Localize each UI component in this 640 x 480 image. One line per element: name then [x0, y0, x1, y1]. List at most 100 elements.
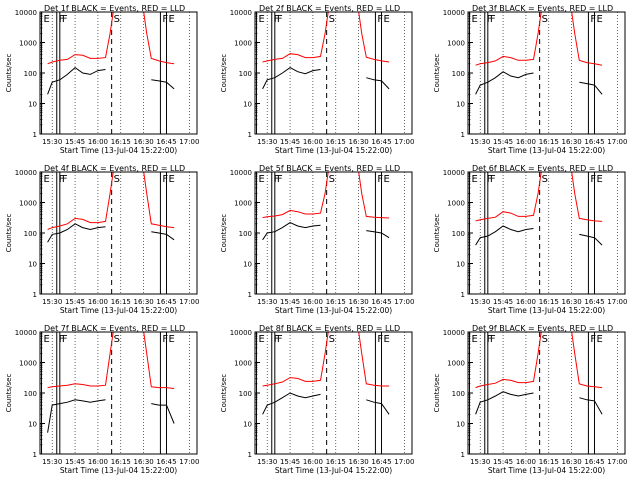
y-tick-label: 100	[24, 70, 37, 78]
marker-label: S	[114, 334, 120, 345]
x-tick-label: 15:30	[42, 138, 62, 146]
y-tick-label: 1	[461, 131, 465, 139]
y-tick-label: 10	[28, 261, 37, 269]
marker-label: F	[62, 14, 68, 25]
y-axis-label: Counts/sec	[5, 214, 13, 253]
x-tick-label: 15:30	[42, 458, 62, 466]
panel-title: Det 1f BLACK = Events, RED = LLD	[44, 4, 185, 13]
y-axis-label: Counts/sec	[433, 374, 441, 413]
x-tick-label: 15:45	[493, 138, 513, 146]
plot-frame	[467, 11, 626, 135]
x-tick-label: 15:30	[257, 298, 277, 306]
series-events-line	[475, 71, 603, 95]
marker-label: E	[259, 174, 265, 185]
x-tick-label: 15:45	[280, 298, 300, 306]
x-tick-label: 15:30	[470, 458, 490, 466]
plot-frame	[254, 171, 413, 295]
x-tick-label: 16:45	[156, 298, 176, 306]
marker-label: F	[62, 174, 68, 185]
y-tick-label: 1000	[234, 40, 252, 48]
marker-label: F	[274, 334, 280, 345]
y-tick-label: 10	[28, 421, 37, 429]
y-tick-label: 10	[28, 101, 37, 109]
series-events-line	[47, 399, 175, 433]
x-tick-label: 15:45	[65, 138, 85, 146]
x-tick-label: 16:00	[516, 458, 536, 466]
marker-label: E	[44, 14, 50, 25]
series-events-line	[262, 67, 390, 90]
marker-label: S	[329, 334, 335, 345]
x-tick-label: 16:30	[562, 458, 582, 466]
x-axis-label: Start Time (13-Jul-04 15:22:00)	[488, 466, 605, 475]
x-tick-label: 16:15	[111, 138, 131, 146]
marker-label: S	[542, 334, 548, 345]
marker-label: F	[487, 174, 493, 185]
y-tick-label: 10000	[443, 329, 465, 337]
marker-label: E	[384, 14, 390, 25]
series-lld-line	[262, 171, 390, 219]
series-lld-line	[262, 331, 390, 387]
x-tick-label: 15:45	[493, 298, 513, 306]
marker-label: F	[590, 334, 596, 345]
x-axis-label: Start Time (13-Jul-04 15:22:00)	[488, 146, 605, 155]
x-tick-label: 17:00	[607, 138, 627, 146]
marker-label: E	[259, 14, 265, 25]
panel-title: Det 3f BLACK = Events, RED = LLD	[472, 4, 613, 13]
x-tick-label: 15:30	[257, 138, 277, 146]
x-tick-label: 16:15	[539, 458, 559, 466]
x-tick-label: 17:00	[607, 458, 627, 466]
marker-label: F	[277, 14, 283, 25]
y-tick-label: 1	[248, 291, 252, 299]
y-tick-label: 1000	[447, 200, 465, 208]
panel-title: Det 5f BLACK = Events, RED = LLD	[259, 164, 400, 173]
x-tick-label: 17:00	[394, 138, 414, 146]
y-axis-label: Counts/sec	[220, 54, 228, 93]
plot-frame	[39, 331, 198, 455]
y-tick-label: 1	[248, 451, 252, 459]
x-tick-label: 16:45	[371, 458, 391, 466]
plot-frame	[39, 171, 198, 295]
x-tick-label: 16:00	[88, 458, 108, 466]
x-tick-label: 16:45	[156, 138, 176, 146]
plot-frame	[467, 171, 626, 295]
marker-label: F	[590, 174, 596, 185]
marker-label: F	[490, 174, 496, 185]
marker-label: F	[274, 14, 280, 25]
x-tick-label: 17:00	[394, 458, 414, 466]
y-tick-label: 100	[452, 70, 465, 78]
x-tick-label: 16:15	[111, 458, 131, 466]
x-axis-label: Start Time (13-Jul-04 15:22:00)	[275, 466, 392, 475]
series-lld-line	[262, 11, 390, 63]
y-tick-label: 100	[239, 70, 252, 78]
marker-label: F	[590, 14, 596, 25]
marker-label: E	[597, 14, 603, 25]
marker-label: F	[274, 174, 280, 185]
y-tick-label: 100	[24, 230, 37, 238]
y-tick-label: 1	[33, 451, 37, 459]
x-tick-label: 16:30	[562, 298, 582, 306]
marker-label: F	[487, 334, 493, 345]
y-tick-label: 10	[456, 101, 465, 109]
marker-label: F	[59, 174, 65, 185]
marker-label: F	[162, 334, 168, 345]
x-tick-label: 15:30	[470, 298, 490, 306]
x-tick-label: 17:00	[394, 298, 414, 306]
marker-label: E	[169, 14, 175, 25]
y-axis-label: Counts/sec	[5, 54, 13, 93]
panel-title: Det 9f BLACK = Events, RED = LLD	[472, 324, 613, 333]
x-tick-label: 16:00	[88, 298, 108, 306]
x-tick-label: 15:45	[280, 138, 300, 146]
panel-title: Det 8f BLACK = Events, RED = LLD	[259, 324, 400, 333]
y-tick-label: 10	[456, 421, 465, 429]
y-axis-label: Counts/sec	[433, 54, 441, 93]
x-tick-label: 16:15	[111, 298, 131, 306]
y-axis-label: Counts/sec	[433, 214, 441, 253]
x-tick-label: 16:30	[349, 298, 369, 306]
y-axis-label: Counts/sec	[220, 374, 228, 413]
y-tick-label: 10000	[230, 169, 252, 177]
marker-label: E	[44, 174, 50, 185]
x-tick-label: 16:30	[349, 458, 369, 466]
